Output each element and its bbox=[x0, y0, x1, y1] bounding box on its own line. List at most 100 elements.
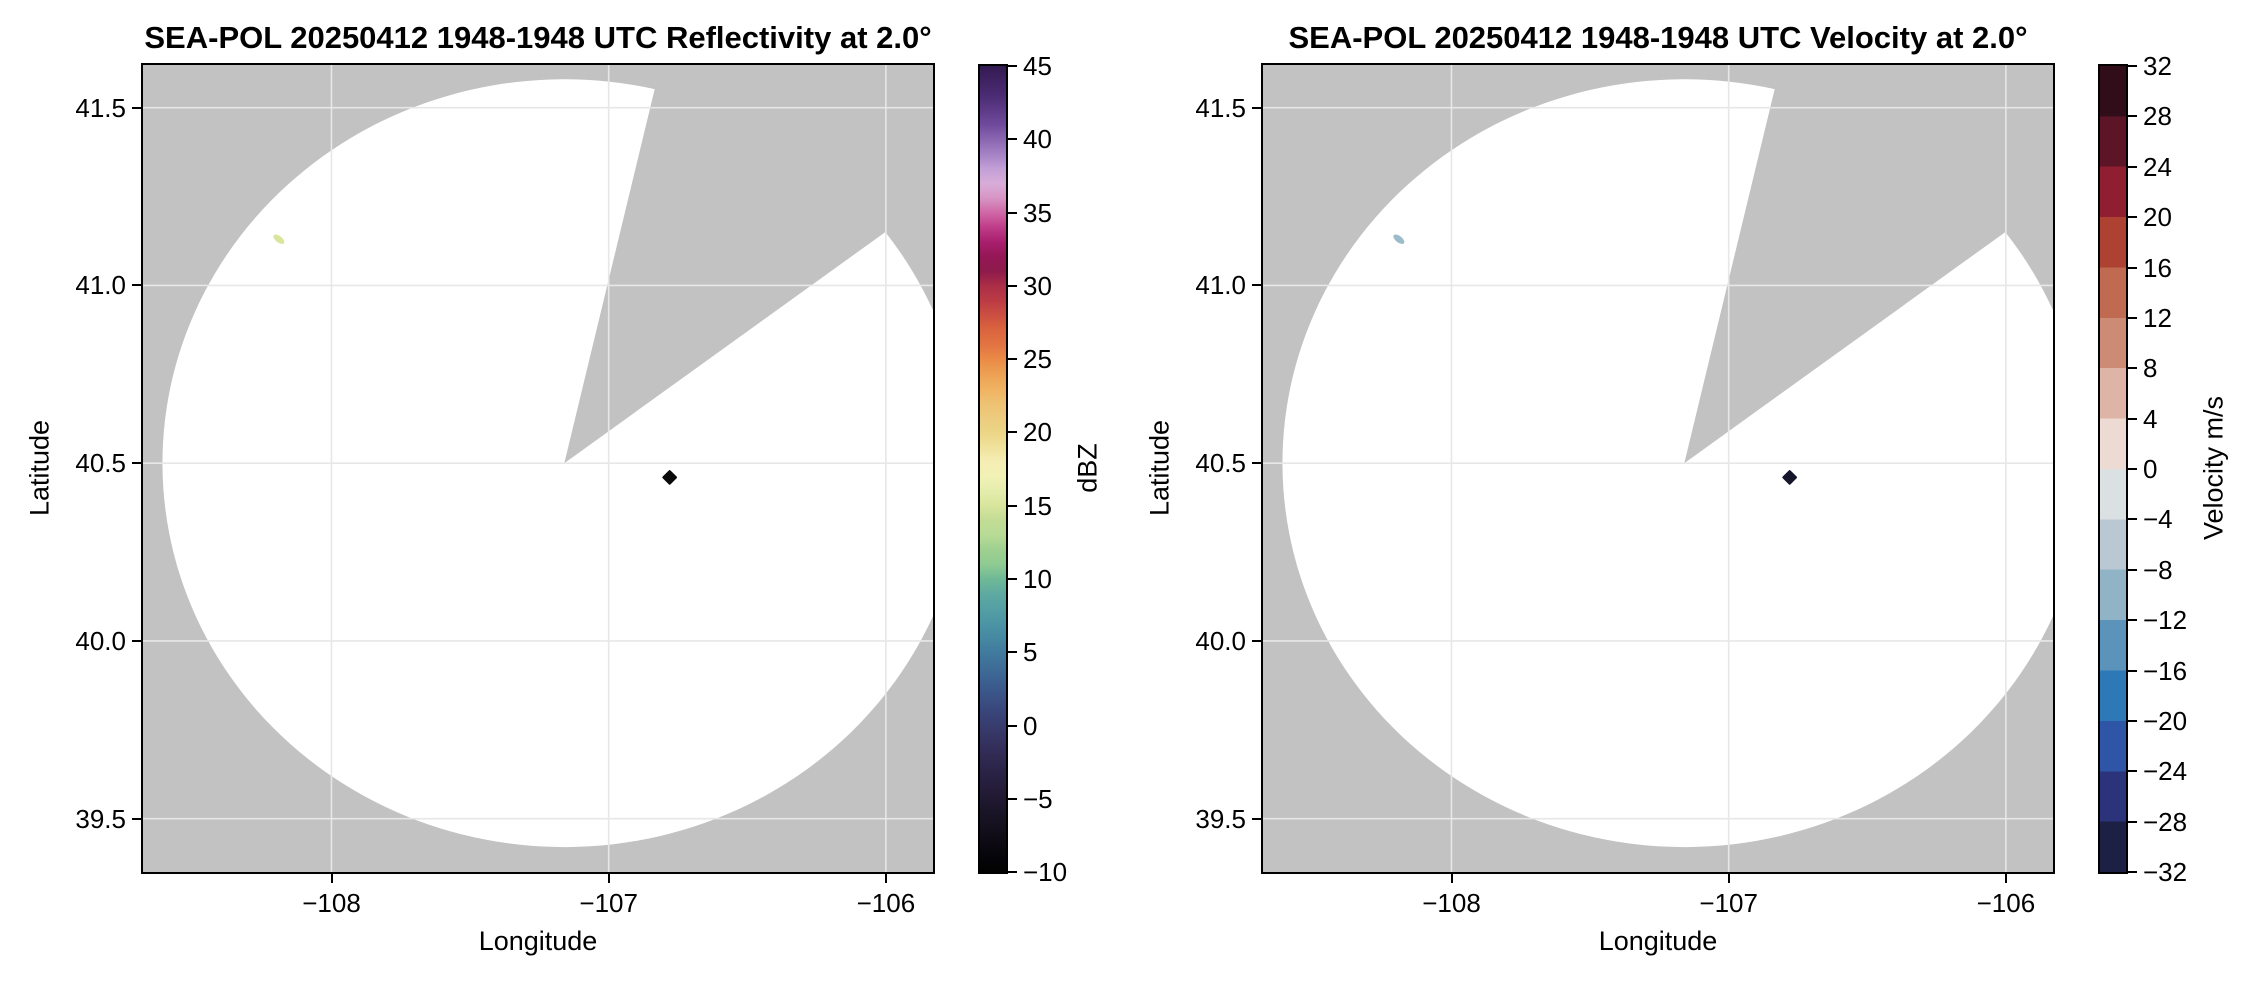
colorbar-tick-label: 0 bbox=[1023, 710, 1038, 741]
y-axis-tick bbox=[1252, 284, 1261, 287]
y-axis-tick-label: 41.5 bbox=[1195, 92, 1246, 123]
colorbar-tick bbox=[2128, 468, 2137, 470]
colorbar-tick bbox=[2128, 216, 2137, 219]
colorbar-tick bbox=[1008, 871, 1017, 873]
colorbar-tick-label: 40 bbox=[1023, 124, 1052, 155]
colorbar-tick bbox=[2128, 770, 2137, 773]
colorbar-tick bbox=[1008, 651, 1017, 654]
velocity-colorbar-label: Velocity m/s bbox=[2198, 395, 2229, 541]
colorbar-tick-label: 12 bbox=[2143, 302, 2172, 333]
colorbar-tick-label: −20 bbox=[2143, 705, 2188, 736]
colorbar-tick-label: −24 bbox=[2143, 756, 2188, 787]
colorbar-tick-label: 28 bbox=[2143, 101, 2172, 132]
colorbar-tick bbox=[1008, 577, 1017, 580]
colorbar-tick-label: 15 bbox=[1023, 490, 1052, 521]
velocity-colorbar bbox=[2098, 64, 2128, 874]
colorbar-tick-label: 20 bbox=[2143, 202, 2172, 233]
y-axis-tick bbox=[132, 639, 141, 642]
colorbar-tick bbox=[2128, 871, 2137, 873]
colorbar-tick-label: 32 bbox=[2143, 51, 2172, 81]
colorbar-tick bbox=[2128, 316, 2137, 319]
colorbar-tick-label: 24 bbox=[2143, 151, 2172, 182]
colorbar-tick-label: −32 bbox=[2143, 857, 2188, 887]
echo-diamond bbox=[1782, 470, 1798, 485]
y-axis-tick bbox=[1252, 462, 1261, 465]
reflectivity-colorbar-label: dBZ bbox=[1072, 443, 1103, 493]
x-axis-tick-label: −108 bbox=[302, 888, 361, 918]
y-axis-tick bbox=[1252, 639, 1261, 642]
colorbar-tick bbox=[1008, 65, 1017, 67]
colorbar-tick bbox=[2128, 115, 2137, 118]
colorbar-tick-label: −12 bbox=[2143, 605, 2188, 636]
colorbar-tick-label: −16 bbox=[2143, 655, 2188, 686]
colorbar-tick-label: −5 bbox=[1023, 783, 1053, 814]
colorbar-tick-label: −10 bbox=[1023, 857, 1068, 887]
colorbar-tick bbox=[1008, 211, 1017, 214]
colorbar-tick bbox=[2128, 65, 2137, 67]
colorbar-tick bbox=[1008, 504, 1017, 507]
colorbar-tick-label: 20 bbox=[1023, 417, 1052, 448]
reflectivity-title: SEA-POL 20250412 1948-1948 UTC Reflectiv… bbox=[144, 20, 932, 55]
echo-diamond bbox=[662, 470, 678, 485]
colorbar-tick-label: 4 bbox=[2143, 403, 2158, 434]
y-axis-tick bbox=[1252, 817, 1261, 820]
velocity-plot-area bbox=[1261, 63, 2055, 874]
colorbar-tick bbox=[2128, 568, 2137, 571]
y-axis-tick-label: 41.5 bbox=[75, 92, 126, 123]
x-axis-tick bbox=[2004, 874, 2007, 883]
y-axis-tick bbox=[1252, 106, 1261, 109]
echo-blob bbox=[273, 234, 285, 244]
y-axis-tick-label: 41.0 bbox=[1195, 270, 1246, 301]
x-axis-tick-label: −107 bbox=[1699, 888, 1758, 918]
y-axis-tick bbox=[132, 462, 141, 465]
colorbar-tick-label: 8 bbox=[2143, 353, 2158, 384]
y-axis-tick-label: 40.0 bbox=[1195, 625, 1246, 656]
radar-scan-svg bbox=[143, 65, 933, 872]
x-axis-tick bbox=[330, 874, 333, 883]
colorbar-tick-label: 25 bbox=[1023, 344, 1052, 375]
colorbar-tick bbox=[2128, 719, 2137, 722]
colorbar-tick-label: −28 bbox=[2143, 806, 2188, 837]
reflectivity-colorbar bbox=[978, 64, 1008, 874]
colorbar-tick-label: 5 bbox=[1023, 637, 1038, 668]
y-axis-tick bbox=[132, 817, 141, 820]
x-axis-tick-label: −108 bbox=[1422, 888, 1481, 918]
y-axis-tick-label: 40.5 bbox=[75, 448, 126, 479]
colorbar-tick bbox=[2128, 518, 2137, 521]
colorbar-tick bbox=[2128, 619, 2137, 622]
x-axis-tick bbox=[607, 874, 610, 883]
y-axis-tick-label: 40.0 bbox=[75, 625, 126, 656]
colorbar-tick bbox=[1008, 724, 1017, 727]
reflectivity-xlabel: Longitude bbox=[478, 926, 598, 956]
x-axis-tick-label: −106 bbox=[856, 888, 916, 918]
colorbar-tick bbox=[2128, 266, 2137, 269]
reflectivity-plot-area bbox=[141, 63, 935, 874]
colorbar-tick-label: 45 bbox=[1023, 51, 1052, 81]
echo-blob bbox=[1393, 234, 1405, 244]
colorbar-tick bbox=[1008, 284, 1017, 287]
radar-scan-svg bbox=[1263, 65, 2053, 872]
colorbar-tick bbox=[2128, 165, 2137, 168]
velocity-xlabel: Longitude bbox=[1598, 926, 1718, 956]
x-axis-tick bbox=[884, 874, 887, 883]
colorbar-tick-label: 10 bbox=[1023, 563, 1052, 594]
colorbar-tick-label: 35 bbox=[1023, 197, 1052, 228]
colorbar-tick bbox=[2128, 669, 2137, 672]
y-axis-tick bbox=[132, 106, 141, 109]
x-axis-tick-label: −106 bbox=[1976, 888, 2036, 918]
colorbar-tick bbox=[1008, 797, 1017, 800]
y-axis-tick-label: 40.5 bbox=[1195, 448, 1246, 479]
colorbar-tick-label: 30 bbox=[1023, 270, 1052, 301]
velocity-title: SEA-POL 20250412 1948-1948 UTC Velocity … bbox=[1288, 20, 2028, 55]
colorbar-tick bbox=[1008, 358, 1017, 361]
y-axis-tick-label: 41.0 bbox=[75, 270, 126, 301]
colorbar-tick-label: −4 bbox=[2143, 504, 2173, 535]
y-axis-tick bbox=[132, 284, 141, 287]
colorbar-tick-label: 0 bbox=[2143, 454, 2158, 484]
colorbar-tick bbox=[1008, 138, 1017, 141]
x-axis-tick-label: −107 bbox=[579, 888, 638, 918]
colorbar-tick-label: 16 bbox=[2143, 252, 2172, 283]
colorbar-tick bbox=[1008, 431, 1017, 434]
x-axis-tick bbox=[1727, 874, 1730, 883]
